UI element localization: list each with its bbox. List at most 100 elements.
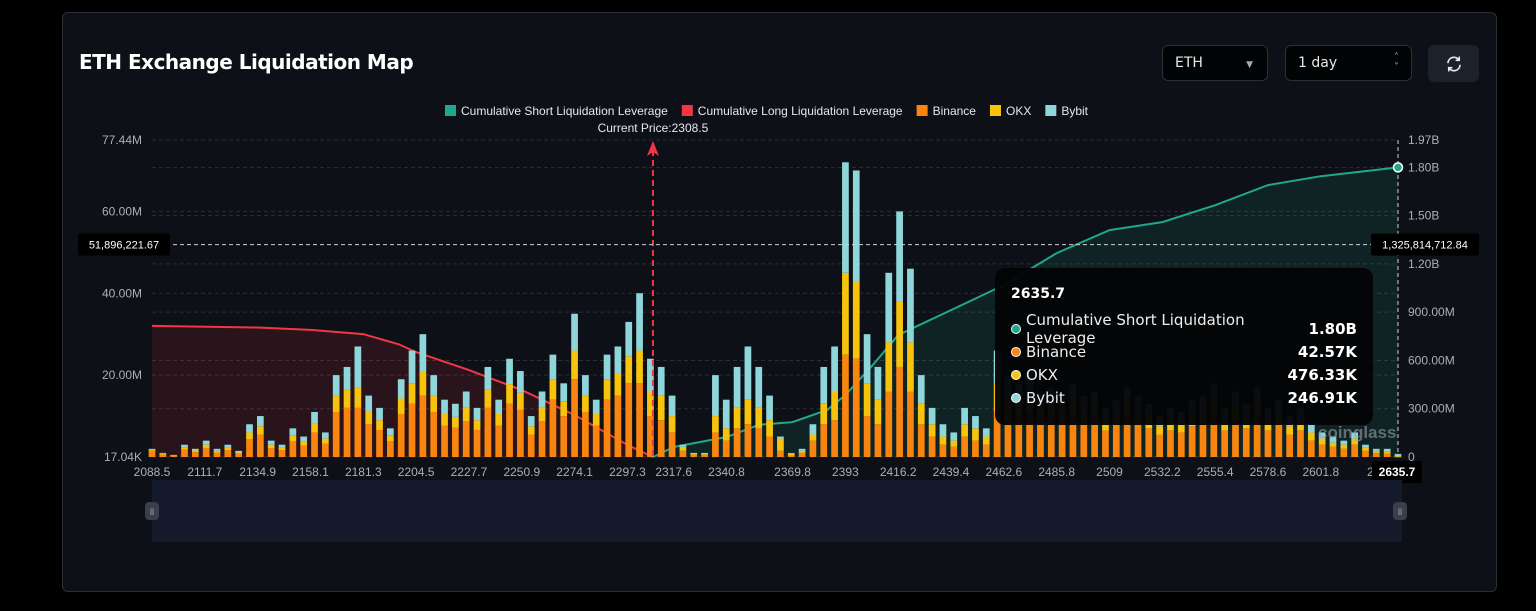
series-dot-icon: [1011, 392, 1021, 403]
bar-binance: [712, 432, 719, 457]
bar-binance: [256, 434, 264, 457]
refresh-icon: [1446, 55, 1461, 72]
bar-okx: [592, 414, 600, 426]
bar-okx: [744, 399, 752, 425]
bar-bybit: [625, 321, 633, 357]
bar-binance: [343, 407, 351, 457]
bar-binance: [787, 455, 795, 457]
bar-okx: [928, 424, 936, 437]
tooltip-row-label: Binance: [1026, 342, 1087, 361]
symbol-select-value: ETH: [1175, 55, 1203, 71]
bar-bybit: [527, 416, 535, 427]
bar-bybit: [647, 358, 654, 392]
refresh-button[interactable]: [1428, 45, 1479, 82]
bar-okx: [798, 450, 806, 453]
y-right-tick-label: 1.20B: [1408, 257, 1439, 271]
bar-bybit: [733, 366, 741, 408]
bar-okx: [202, 444, 210, 448]
bar-okx: [733, 407, 741, 429]
x-tick-label: 2601.8: [1302, 465, 1339, 479]
bar-bybit: [798, 448, 806, 451]
bar-okx: [1318, 438, 1326, 445]
y-left-tick-label: 40.00M: [102, 286, 142, 300]
bar-bybit: [387, 428, 394, 436]
grip-icon: ll: [150, 507, 154, 517]
bar-bybit: [701, 452, 708, 455]
bar-okx: [538, 407, 546, 421]
bar-binance: [842, 354, 849, 457]
crosshair-right-label: 1,325,814,712.84: [1382, 240, 1468, 252]
bar-okx: [571, 350, 578, 380]
x-tick-label: 2340.8: [708, 465, 745, 479]
bar-bybit: [885, 272, 893, 343]
bar-binance: [939, 444, 947, 457]
bar-bybit: [1383, 448, 1391, 452]
bar-binance: [592, 425, 600, 457]
bar-binance: [452, 427, 459, 457]
bar-okx: [636, 350, 643, 384]
range-select[interactable]: 1 day ˄ ˅: [1285, 45, 1412, 81]
bar-binance: [1123, 418, 1131, 457]
bar-binance: [1026, 411, 1033, 457]
bar-binance: [224, 450, 232, 457]
bar-binance: [896, 366, 903, 457]
bar-binance: [950, 446, 958, 457]
bar-okx: [1307, 432, 1315, 441]
legend-item: Binance: [933, 104, 977, 118]
symbol-select[interactable]: ETH ▼: [1162, 45, 1268, 81]
series-dot-icon: [1011, 346, 1021, 357]
bar-bybit: [1340, 440, 1348, 445]
crosshair-x-label: 2635.7: [1379, 465, 1416, 479]
bar-okx: [614, 373, 622, 396]
bar-bybit: [896, 211, 903, 302]
x-tick-label: 2158.1: [292, 465, 329, 479]
bar-bybit: [809, 424, 817, 435]
bar-okx: [473, 420, 481, 430]
bar-binance: [657, 420, 665, 457]
tooltip-row-label: Bybit: [1026, 388, 1065, 407]
y-right-tick-label: 1.50B: [1408, 209, 1439, 223]
bar-bybit: [982, 428, 990, 437]
bar-okx: [907, 342, 914, 392]
zoom-slider-handle[interactable]: [1393, 502, 1407, 520]
bar-bybit: [852, 170, 860, 281]
zoom-slider-handle[interactable]: [145, 502, 159, 520]
bar-binance: [1047, 418, 1055, 457]
bar-okx: [1102, 420, 1109, 431]
bar-okx: [256, 426, 264, 435]
y-right-tick-label: 0: [1408, 450, 1415, 464]
tooltip-row: OKX 476.33K: [1011, 363, 1357, 386]
bar-binance: [311, 432, 318, 457]
bar-binance: [701, 454, 708, 457]
x-tick-label: 2204.5: [398, 465, 435, 479]
bar-binance: [1210, 416, 1218, 457]
bar-binance: [766, 436, 773, 457]
bar-bybit: [582, 375, 589, 396]
bar-binance: [1167, 430, 1174, 457]
bar-okx: [300, 441, 308, 446]
bar-okx: [1167, 420, 1174, 431]
bar-okx: [863, 383, 871, 417]
bar-okx: [852, 280, 860, 359]
bar-okx: [1297, 420, 1304, 431]
bar-bybit: [1372, 448, 1380, 451]
bar-okx: [787, 453, 795, 456]
bar-okx: [527, 426, 535, 435]
bar-bybit: [495, 399, 503, 415]
bar-okx: [820, 403, 828, 425]
bar-okx: [495, 414, 503, 426]
bar-okx: [484, 389, 492, 408]
bar-bybit: [712, 375, 719, 417]
bar-binance: [527, 434, 535, 457]
tooltip-row: Cumulative Short Liquidation Leverage 1.8…: [1011, 311, 1357, 347]
bar-bybit: [1318, 432, 1326, 439]
bar-bybit: [235, 450, 243, 453]
bar-binance: [1275, 424, 1283, 457]
bar-binance: [690, 454, 698, 457]
bar-binance: [1372, 452, 1380, 457]
bar-okx: [419, 371, 427, 396]
bar-okx: [235, 452, 243, 454]
bar-okx: [278, 447, 286, 451]
bar-okx: [701, 454, 708, 455]
bar-binance: [1145, 428, 1153, 457]
